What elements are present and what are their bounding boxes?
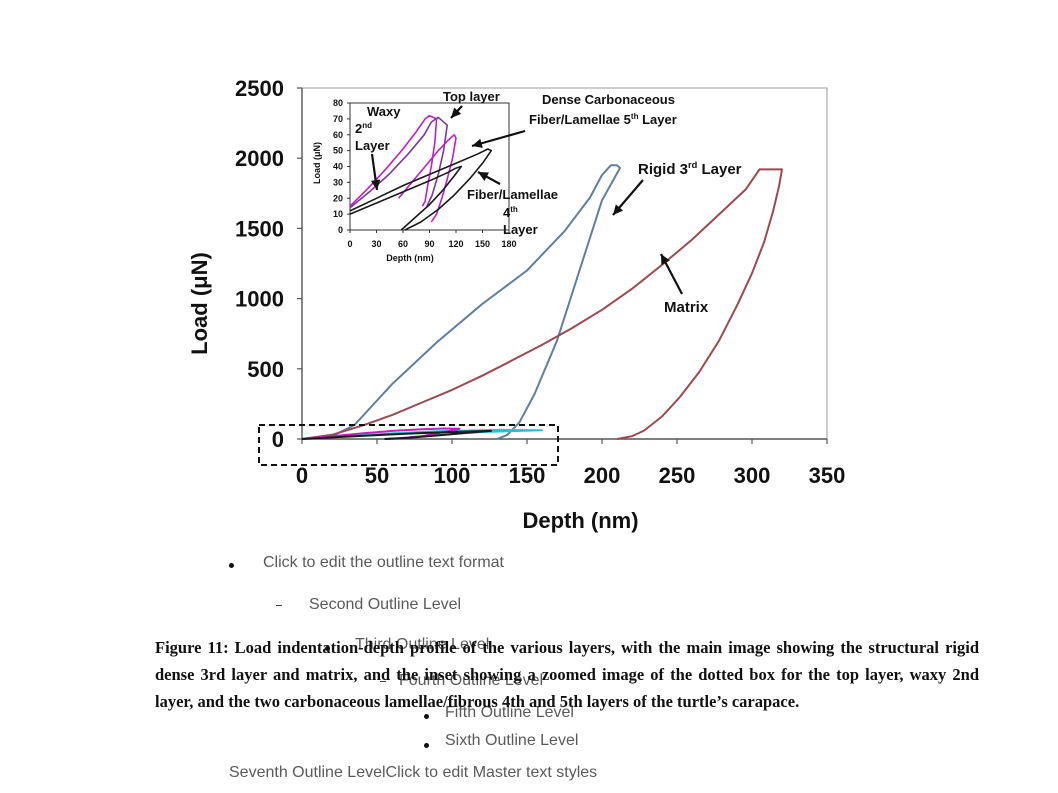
annotation-rigid-3rd-layer: Rigid 3rd Layer (638, 160, 742, 178)
inset-annotation-dense-line1: Dense Carbonaceous (542, 92, 675, 107)
inset-x-tick-label: 0 (347, 239, 352, 249)
inset-x-tick-label: 30 (371, 239, 381, 249)
inset-arrow-top-layer-head (451, 107, 462, 118)
x-tick-label: 200 (584, 463, 621, 488)
x-axis-label: Depth (nm) (522, 508, 638, 533)
outline-level-6[interactable]: Sixth Outline Level (445, 732, 579, 749)
inset-x-axis-label: Depth (nm) (386, 253, 434, 263)
main-plot: 0 50 100 150 200 250 300 3500500100015002000250… (187, 76, 845, 533)
outline-level-5[interactable]: Fifth Outline Level (445, 704, 574, 721)
inset-y-tick-label: 30 (333, 177, 343, 187)
series-line-5 (301, 429, 492, 440)
outline-level-1[interactable]: Click to edit the outline text format (263, 554, 504, 571)
inset-series-line-5 (349, 165, 463, 231)
x-tick-label: 300 (734, 463, 771, 488)
x-tick-label: 350 (809, 463, 846, 488)
inset-y-tick-label: 80 (333, 98, 343, 108)
inset-y-tick-label: 60 (333, 130, 343, 140)
x-tick-label: 250 (659, 463, 696, 488)
inset-y-tick-label: 40 (333, 162, 343, 172)
inset-x-tick-label: 180 (501, 239, 516, 249)
figure-caption: Figure 11: Load indentation-depth profil… (155, 638, 979, 711)
inset-annotation-dense-line2: Fiber/Lamellae 5th Layer (529, 112, 677, 127)
x-tick-label: 150 (509, 463, 546, 488)
inset-annotation-fiber-line2: 4th (503, 205, 518, 220)
outline-bullet-1 (229, 563, 234, 568)
y-tick-label: 1000 (235, 287, 284, 312)
y-tick-label: 1500 (235, 216, 284, 241)
inset-x-tick-label: 90 (424, 239, 434, 249)
annotation-matrix: Matrix (664, 299, 709, 316)
inset-arrow-waxy-head (370, 179, 381, 190)
inset-annotation-fiber-line1: Fiber/Lamellae (467, 187, 558, 202)
y-tick-label: 0 (272, 427, 284, 452)
inset-y-tick-label: 0 (338, 225, 343, 235)
outline-dash-4 (380, 681, 386, 682)
arrow-rigid-3rd-layer-head (613, 204, 624, 215)
outline-dash-2 (276, 605, 282, 606)
series-line-2 (301, 168, 783, 440)
y-axis-label: Load (μN) (187, 252, 212, 355)
y-tick-label: 2500 (235, 76, 284, 101)
inset-annotation-top-layer: Top layer (443, 89, 500, 104)
inset-annotation-waxy-line2: 2nd (355, 121, 372, 136)
inset-plot: 0 30 60 90 120 150 180 0 10 20 30 40 50 60 70 80 Depth (… (312, 89, 677, 266)
load-depth-chart: 0 50 100 150 200 250 300 3500500100015002000250… (187, 76, 845, 533)
outline-level-4[interactable]: Fourth Outline Level (399, 672, 544, 689)
y-tick-label: 500 (247, 357, 284, 382)
inset-y-tick-label: 50 (333, 146, 343, 156)
inset-annotation-waxy-line1: Waxy (367, 104, 401, 119)
outline-bullet-6 (424, 743, 429, 748)
inset-y-axis-label: Load (μN) (312, 142, 322, 184)
inset-y-tick-label: 20 (333, 193, 343, 203)
inset-x-tick-label: 150 (475, 239, 490, 249)
inset-annotation-fiber-line3: Layer (503, 222, 538, 237)
outline-level-3[interactable]: Third Outline Level (355, 636, 490, 653)
series-line-1 (301, 164, 621, 440)
y-tick-label: 2000 (235, 146, 284, 171)
outline-bullet-5 (424, 714, 429, 719)
inset-y-tick-label: 10 (333, 209, 343, 219)
arrow-matrix-head (661, 254, 670, 265)
outline-level-2[interactable]: Second Outline Level (309, 596, 462, 613)
inset-series-line-3 (397, 134, 457, 223)
outline-bullet-3 (325, 646, 330, 651)
inset-annotation-waxy-line3: Layer (355, 138, 390, 153)
x-tick-label: 0 (296, 463, 308, 488)
inset-x-tick-label: 60 (398, 239, 408, 249)
x-tick-label: 50 (365, 463, 389, 488)
inset-series-line-1 (349, 114, 438, 207)
inset-arrow-fiber-head (478, 172, 489, 181)
inset-series-line-4 (349, 148, 493, 231)
inset-y-tick-label: 70 (333, 114, 343, 124)
inset-arrow-dense-head (472, 138, 483, 148)
x-tick-label: 100 (434, 463, 471, 488)
inset-x-tick-label: 120 (448, 239, 463, 249)
outline-level-7[interactable]: Seventh Outline LevelClick to edit Maste… (229, 764, 598, 781)
